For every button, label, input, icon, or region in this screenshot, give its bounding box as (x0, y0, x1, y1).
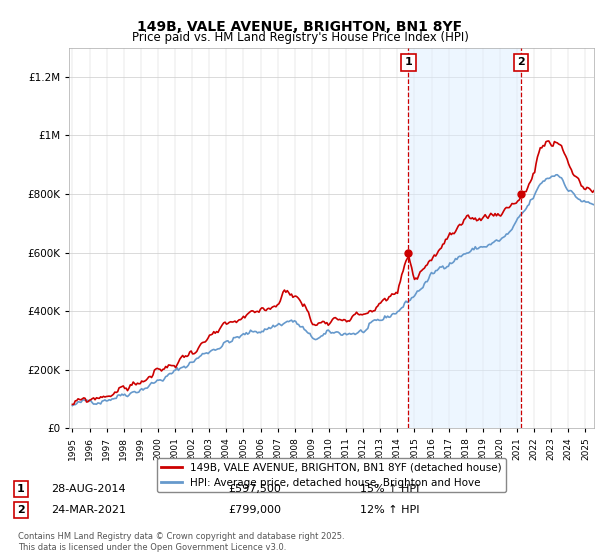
Text: £799,000: £799,000 (228, 505, 281, 515)
Text: £597,500: £597,500 (228, 484, 281, 494)
Text: 12% ↑ HPI: 12% ↑ HPI (360, 505, 419, 515)
Text: 149B, VALE AVENUE, BRIGHTON, BN1 8YF: 149B, VALE AVENUE, BRIGHTON, BN1 8YF (137, 20, 463, 34)
Text: 15% ↑ HPI: 15% ↑ HPI (360, 484, 419, 494)
Text: 28-AUG-2014: 28-AUG-2014 (51, 484, 125, 494)
Text: 2: 2 (517, 57, 525, 67)
Text: 1: 1 (404, 57, 412, 67)
Text: Price paid vs. HM Land Registry's House Price Index (HPI): Price paid vs. HM Land Registry's House … (131, 31, 469, 44)
Text: Contains HM Land Registry data © Crown copyright and database right 2025.
This d: Contains HM Land Registry data © Crown c… (18, 532, 344, 552)
Legend: 149B, VALE AVENUE, BRIGHTON, BN1 8YF (detached house), HPI: Average price, detac: 149B, VALE AVENUE, BRIGHTON, BN1 8YF (de… (157, 458, 506, 492)
Text: 1: 1 (17, 484, 25, 494)
Bar (409, 48, 521, 428)
Text: 2: 2 (17, 505, 25, 515)
Text: 24-MAR-2021: 24-MAR-2021 (51, 505, 126, 515)
